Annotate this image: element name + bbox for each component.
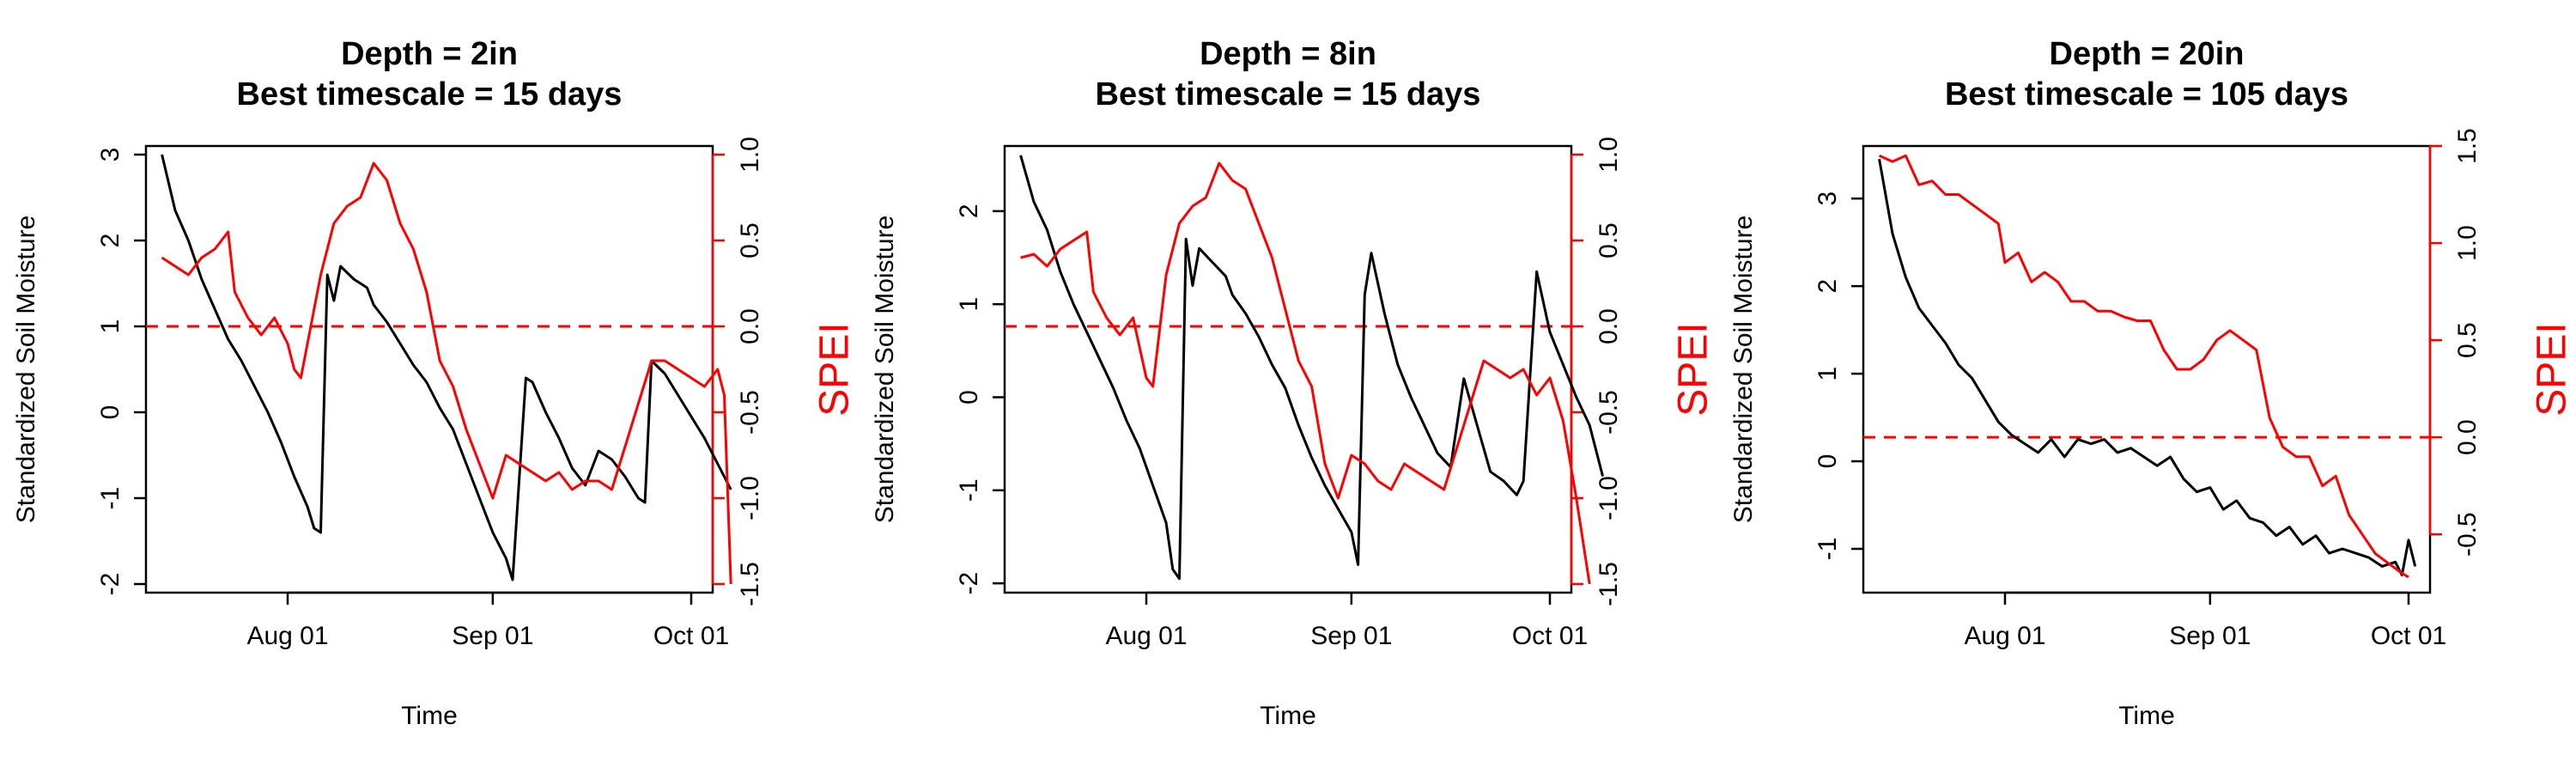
- x-tick-label: Oct 01: [653, 622, 729, 650]
- right-y-axis-label: SPEI: [1671, 322, 1716, 416]
- left-y-tick-label: 0: [96, 405, 125, 420]
- chart-subtitle: Best timescale = 15 days: [237, 76, 623, 113]
- left-y-tick-label: 3: [1814, 192, 1842, 206]
- left-y-tick-label: -2: [955, 572, 983, 595]
- left-y-tick-label: 1: [955, 297, 983, 312]
- right-y-tick-label: 1.0: [2453, 225, 2482, 261]
- left-y-tick-label: 1: [96, 320, 125, 334]
- x-axis-label: Time: [1260, 702, 1316, 730]
- spei-line: [1020, 161, 1591, 585]
- left-y-tick-label: 2: [1814, 279, 1842, 294]
- right-y-tick-label: -1.5: [736, 562, 764, 606]
- left-y-tick-label: 3: [96, 148, 125, 162]
- right-y-tick-label: 1.0: [1595, 137, 1623, 173]
- panel-depth-8in: Depth = 8in Best timescale = 15 days -2 -1 0…: [871, 36, 1716, 730]
- chart-title: Depth = 8in: [1200, 36, 1376, 72]
- left-y-tick-label: 2: [955, 204, 983, 218]
- chart-subtitle: Best timescale = 15 days: [1096, 76, 1481, 113]
- right-y-axis-label: SPEI: [2530, 322, 2575, 416]
- x-tick-label: Aug 01: [1964, 622, 2045, 650]
- plot-frame: [1862, 144, 2432, 594]
- right-y-tick-label: -0.5: [736, 390, 764, 435]
- x-tick-label: Oct 01: [2371, 622, 2446, 650]
- right-y-tick-label: 0.0: [1595, 308, 1623, 344]
- chart-title: Depth = 2in: [341, 36, 518, 72]
- x-axis-label: Time: [401, 702, 458, 730]
- plot-frame: [144, 144, 714, 594]
- soil-moisture-line: [1878, 159, 2417, 577]
- left-y-tick-label: 2: [96, 234, 125, 248]
- x-tick-label: Aug 01: [1105, 622, 1187, 650]
- right-y-tick-label: 0.5: [736, 222, 764, 259]
- right-y-axis-label: SPEI: [812, 322, 858, 416]
- left-y-axis-label: Standardized Soil Moisture: [12, 216, 40, 524]
- x-tick-label: Sep 01: [452, 622, 533, 650]
- soil-moisture-line: [1019, 155, 1605, 581]
- x-tick-label: Sep 01: [1310, 622, 1392, 650]
- right-y-tick-label: 0.0: [736, 308, 764, 344]
- panel-depth-20in: Depth = 20in Best timescale = 105 days -1 0…: [1729, 36, 2575, 730]
- soil-moisture-line: [161, 154, 732, 581]
- left-y-tick-label: -1: [1814, 538, 1842, 561]
- left-y-tick-label: 0: [1814, 454, 1842, 469]
- spei-line: [1878, 154, 2409, 579]
- left-y-tick-label: 0: [955, 390, 983, 405]
- plot-frame: [1003, 144, 1573, 594]
- left-y-tick-label: -1: [955, 478, 983, 502]
- left-y-tick-label: -1: [96, 487, 125, 510]
- right-y-tick-label: 0.0: [2453, 419, 2482, 455]
- right-y-tick-label: -0.5: [2453, 512, 2482, 557]
- x-tick-label: Oct 01: [1512, 622, 1588, 650]
- right-y-tick-label: -0.5: [1595, 390, 1623, 435]
- right-y-tick-label: -1.0: [736, 476, 764, 520]
- x-tick-label: Sep 01: [2169, 622, 2251, 650]
- x-axis-label: Time: [2118, 702, 2175, 730]
- right-y-tick-label: 0.5: [2453, 322, 2482, 358]
- left-y-tick-label: -2: [96, 573, 125, 596]
- left-y-axis-label: Standardized Soil Moisture: [1729, 216, 1758, 524]
- spei-line: [161, 161, 732, 585]
- left-y-tick-label: 1: [1814, 367, 1842, 381]
- chart-title: Depth = 20in: [2050, 36, 2245, 72]
- right-y-tick-label: 0.5: [1595, 222, 1623, 259]
- chart-subtitle: Best timescale = 105 days: [1945, 76, 2348, 113]
- right-y-tick-label: -1.5: [1595, 562, 1623, 606]
- x-tick-label: Aug 01: [246, 622, 328, 650]
- right-y-tick-label: 1.5: [2453, 128, 2482, 164]
- panel-depth-2in: Depth = 2in Best timescale = 15 days -2 -1 0…: [12, 36, 858, 730]
- right-y-tick-label: -1.0: [1595, 476, 1623, 520]
- right-y-tick-label: 1.0: [736, 137, 764, 173]
- left-y-axis-label: Standardized Soil Moisture: [871, 216, 899, 524]
